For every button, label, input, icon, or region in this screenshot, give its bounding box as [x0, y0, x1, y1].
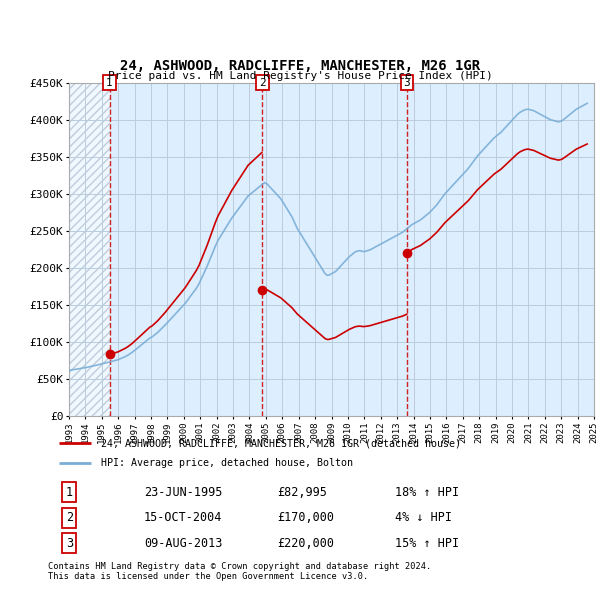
Text: 18% ↑ HPI: 18% ↑ HPI: [395, 486, 459, 499]
Text: 1: 1: [66, 486, 73, 499]
Text: 15-OCT-2004: 15-OCT-2004: [144, 511, 223, 525]
Bar: [69, 83, 110, 416]
Text: 2: 2: [259, 78, 266, 87]
Text: 3: 3: [404, 78, 410, 87]
Text: HPI: Average price, detached house, Bolton: HPI: Average price, detached house, Bolt…: [101, 458, 353, 467]
Text: 3: 3: [66, 537, 73, 550]
Text: Price paid vs. HM Land Registry's House Price Index (HPI): Price paid vs. HM Land Registry's House …: [107, 71, 493, 80]
Text: £170,000: £170,000: [278, 511, 335, 525]
Text: 15% ↑ HPI: 15% ↑ HPI: [395, 537, 459, 550]
Text: This data is licensed under the Open Government Licence v3.0.: This data is licensed under the Open Gov…: [48, 572, 368, 581]
Text: 4% ↓ HPI: 4% ↓ HPI: [395, 511, 452, 525]
Text: 23-JUN-1995: 23-JUN-1995: [144, 486, 223, 499]
Text: 24, ASHWOOD, RADCLIFFE, MANCHESTER, M26 1GR: 24, ASHWOOD, RADCLIFFE, MANCHESTER, M26 …: [120, 59, 480, 73]
Text: 09-AUG-2013: 09-AUG-2013: [144, 537, 223, 550]
Text: Contains HM Land Registry data © Crown copyright and database right 2024.: Contains HM Land Registry data © Crown c…: [48, 562, 431, 571]
Text: £220,000: £220,000: [278, 537, 335, 550]
Text: 24, ASHWOOD, RADCLIFFE, MANCHESTER, M26 1GR (detached house): 24, ASHWOOD, RADCLIFFE, MANCHESTER, M26 …: [101, 438, 461, 448]
Text: 2: 2: [66, 511, 73, 525]
Text: 1: 1: [106, 78, 113, 87]
Text: £82,995: £82,995: [278, 486, 328, 499]
